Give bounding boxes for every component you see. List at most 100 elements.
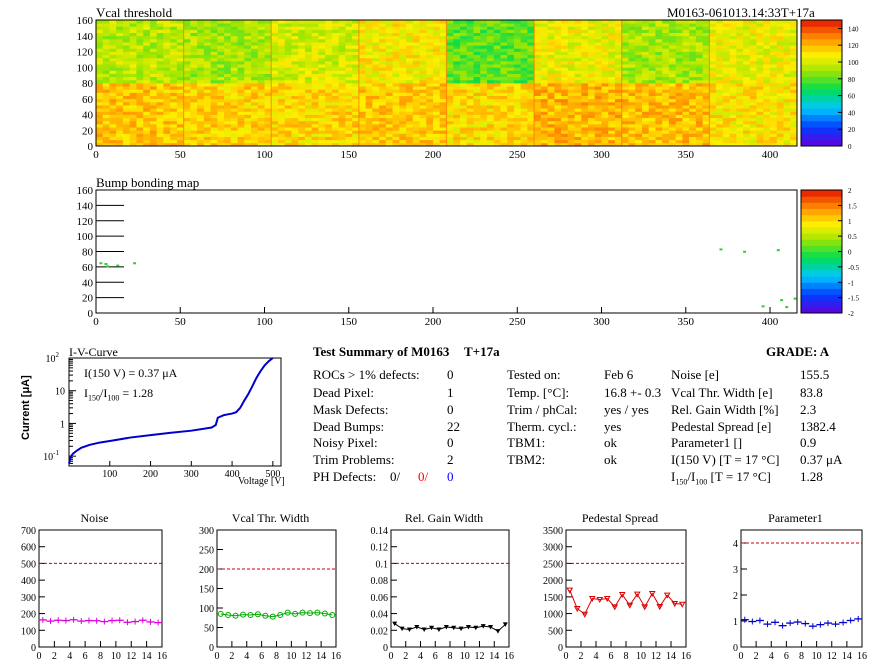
vcal-map-cell [641, 139, 650, 144]
vcal-map-cell [163, 142, 171, 147]
vcal_width-xtick-label: 10 [286, 651, 296, 662]
vcal-map-cell [163, 67, 171, 71]
vcal-map-cell [547, 67, 555, 71]
vcal-map-cell [675, 29, 683, 33]
bump_map-ytick-label: 100 [77, 231, 94, 243]
vcal-map-cell [304, 89, 313, 93]
vcal-map-cell [210, 111, 218, 115]
vcal-map-cell [176, 48, 185, 52]
vcal-map-cell [379, 35, 387, 40]
vcal-map-cell [682, 98, 690, 103]
vcal-map-cell [203, 101, 211, 106]
vcal-map-cell [513, 73, 522, 78]
vcal-map-cell [311, 57, 319, 62]
vcal-map-cell [561, 23, 569, 27]
vcal-map-cell [170, 60, 178, 65]
vcal-map-cell [520, 48, 528, 52]
vcal-map-cell [419, 32, 427, 37]
vcal-map-cell [527, 139, 535, 144]
vcal-map-cell [547, 123, 555, 128]
vcal-map-cell [372, 29, 380, 33]
vcal-map-cell [251, 86, 259, 90]
vcal-map-cell [453, 70, 461, 74]
vcal-map-cell [143, 35, 151, 40]
vcal-map-cell [702, 70, 710, 74]
vcal-map-cell [399, 60, 407, 65]
vcal-map-cell [345, 54, 353, 59]
vcal-map-cell [756, 105, 764, 109]
vcal-map-cell [783, 38, 791, 43]
vcal-map-cell [588, 83, 596, 87]
vcal-map-cell [379, 79, 387, 84]
vcal-map-cell [224, 45, 232, 49]
vcal-map-cell [122, 142, 131, 147]
vcal-map-cell [453, 32, 461, 37]
vcal-map-cell [109, 35, 117, 40]
vcal-map-cell [709, 45, 717, 49]
vcal-map-cell [770, 111, 778, 115]
vcal-map-cell [433, 48, 441, 52]
vcal-map-cell [601, 123, 609, 128]
vcal_map-xtick-label: 200 [425, 149, 442, 161]
vcal-map-cell [109, 45, 117, 49]
noise-ytick-label: 600 [21, 543, 36, 554]
vcal-map-cell [547, 23, 555, 27]
vcal-map-cell [581, 101, 589, 106]
vcal-map-cell [635, 89, 643, 93]
vcal-map-cell [709, 64, 717, 68]
vcal-map-cell [271, 111, 279, 115]
vcal-map-cell [392, 54, 400, 59]
bump_map-xtick-label: 100 [256, 316, 273, 328]
gain_width-title: Rel. Gain Width [405, 511, 483, 525]
vcal-map-cell [783, 114, 791, 119]
vcal-map-cell [325, 70, 333, 74]
vcal-map-cell [702, 114, 710, 119]
vcal-map-cell [513, 64, 522, 68]
param1-xtick-label: 6 [784, 651, 789, 662]
vcal-map-cell [520, 83, 528, 87]
vcal-map-cell [291, 130, 299, 134]
vcal-map-cell [385, 60, 393, 65]
vcal-map-cell [392, 23, 400, 27]
vcal-map-cell [702, 29, 710, 33]
vcal-map-cell [480, 114, 488, 119]
vcal-map-cell [298, 73, 306, 78]
vcal-map-cell [628, 127, 636, 131]
vcal-map-cell [183, 133, 191, 137]
vcal-map-cell [419, 92, 427, 96]
vcal-map-cell [608, 70, 616, 74]
vcal-map-cell [520, 64, 528, 68]
vcal-map-cell [230, 32, 238, 37]
vcal_map-colorbar-cell [801, 57, 842, 65]
vcal-map-cell [547, 86, 555, 90]
vcal_width-point [225, 612, 232, 619]
vcal-map-cell [257, 95, 265, 100]
bump_map-colorbar-label: -0.5 [848, 264, 860, 272]
vcal-map-cell [352, 117, 360, 122]
vcal-map-cell [358, 101, 367, 106]
vcal-map-cell [149, 54, 158, 59]
vcal-map-cell [210, 76, 218, 81]
vcal-map-cell [500, 120, 508, 125]
vcal-map-cell [170, 64, 178, 68]
vcal-map-cell [507, 35, 515, 40]
vcal-map-cell [277, 95, 286, 100]
vcal-map-cell [648, 26, 656, 30]
vcal-map-cell [615, 105, 623, 109]
vcal-map-cell [237, 142, 245, 147]
vcal-map-cell [210, 130, 218, 134]
vcal-map-cell [197, 23, 205, 27]
vcal-map-cell [500, 20, 508, 24]
vcal-map-cell [682, 64, 690, 68]
vcal-map-cell [190, 83, 198, 87]
vcal-map-cell [96, 35, 104, 40]
vcal-map-cell [446, 26, 454, 30]
vcal-map-cell [183, 26, 191, 30]
vcal-map-cell [176, 114, 185, 119]
vcal-map-cell [662, 139, 670, 144]
vcal-map-cell [493, 142, 501, 147]
vcal-map-cell [736, 70, 744, 74]
vcal-map-cell [709, 32, 717, 37]
vcal-map-cell [749, 105, 757, 109]
vcal-map-cell [345, 38, 353, 43]
